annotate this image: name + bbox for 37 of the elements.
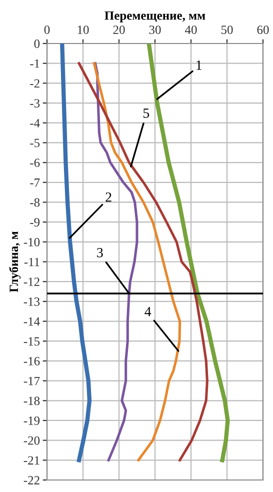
y-tick-label: -3 — [30, 99, 40, 108]
annotation: 4 — [144, 306, 152, 316]
y-tick-label: -8 — [30, 198, 40, 207]
y-tick-label: 0 — [34, 40, 40, 48]
y-tick-label: -1 — [30, 59, 40, 68]
annotation: 5 — [143, 108, 150, 118]
y-tick-label: -15 — [24, 337, 40, 346]
x-tick-label: 20 — [113, 26, 125, 34]
y-tick-label: -4 — [30, 118, 40, 128]
y-tick-label: -17 — [24, 376, 40, 386]
y-tick-label: -7 — [30, 178, 40, 187]
y-tick-label: -20 — [24, 436, 40, 445]
y-tick-label: -21 — [24, 456, 40, 464]
y-tick-label: -11 — [24, 258, 40, 266]
x-tick-label: 40 — [184, 26, 197, 34]
y-tick-label: -12 — [24, 278, 40, 286]
x-tick-label: 30 — [149, 26, 161, 34]
x-tick-label: 10 — [78, 26, 89, 34]
annotation: 2 — [106, 192, 112, 202]
x-axis-title: Перемещение, мм — [104, 11, 206, 22]
annotation: 3 — [97, 248, 103, 258]
annotation: 1 — [196, 60, 202, 70]
y-tick-label: -9 — [30, 218, 40, 227]
y-tick-label: -18 — [24, 396, 40, 406]
x-tick-label: 60 — [257, 26, 269, 34]
y-axis-title: Глубина, м — [8, 231, 21, 292]
y-tick-label: -2 — [30, 79, 40, 88]
x-tick-label: 50 — [221, 26, 233, 34]
y-tick-label: -13 — [24, 297, 40, 306]
y-tick-label: -16 — [24, 357, 40, 366]
y-tick-label: -6 — [30, 158, 40, 168]
y-tick-label: -19 — [24, 416, 40, 425]
y-tick-label: -5 — [30, 138, 40, 148]
x-tick-label: 0 — [44, 26, 50, 34]
y-tick-label: -22 — [24, 476, 40, 484]
y-tick-label: -10 — [24, 238, 40, 246]
y-tick-label: -14 — [24, 317, 40, 326]
